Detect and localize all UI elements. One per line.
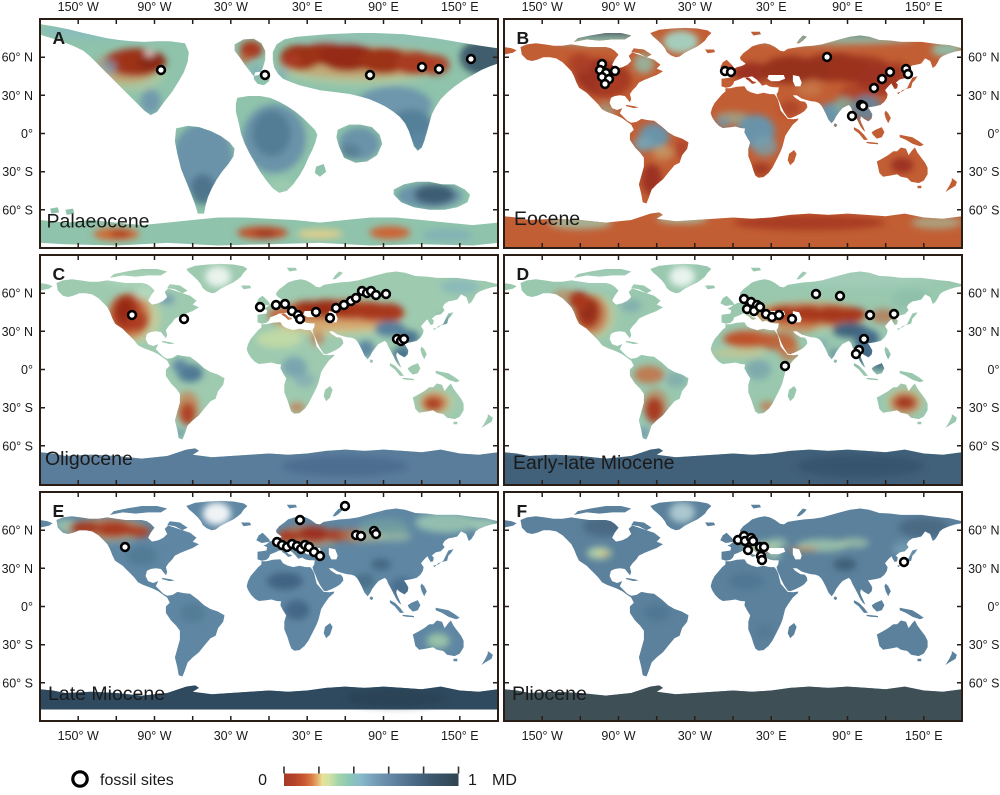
svg-text:30° W: 30° W [678,729,712,743]
svg-text:60° N: 60° N [968,51,999,65]
svg-text:30° S: 30° S [969,638,1000,652]
svg-text:Pliocene: Pliocene [512,683,587,705]
svg-text:90° E: 90° E [832,729,863,743]
svg-text:0°: 0° [21,363,33,377]
svg-text:B: B [517,28,530,48]
svg-text:fossil sites: fossil sites [100,772,174,789]
svg-text:60° N: 60° N [2,524,33,538]
svg-text:60° S: 60° S [2,439,33,453]
svg-text:0°: 0° [988,600,1000,614]
svg-text:30° N: 30° N [968,562,999,576]
svg-text:150° E: 150° E [441,729,479,743]
svg-text:0°: 0° [988,127,1000,141]
svg-text:30° N: 30° N [2,562,33,576]
svg-text:C: C [53,264,66,284]
svg-text:30° N: 30° N [968,89,999,103]
svg-text:0°: 0° [21,600,33,614]
svg-text:30° N: 30° N [2,325,33,339]
svg-text:Palaeocene: Palaeocene [47,211,150,233]
svg-text:30° N: 30° N [2,89,33,103]
svg-text:E: E [53,501,65,521]
svg-text:30° E: 30° E [756,0,787,14]
svg-text:60° N: 60° N [968,287,999,301]
svg-text:90° E: 90° E [368,0,399,14]
svg-text:0: 0 [258,772,267,789]
svg-text:60° S: 60° S [969,676,1000,690]
svg-text:60° S: 60° S [969,439,1000,453]
svg-text:30° W: 30° W [214,729,248,743]
svg-text:30° W: 30° W [678,0,712,14]
svg-text:Late Miocene: Late Miocene [48,683,165,705]
svg-text:30° S: 30° S [2,638,33,652]
svg-text:30° S: 30° S [2,401,33,415]
svg-text:90° E: 90° E [368,729,399,743]
svg-text:MD: MD [492,772,517,789]
svg-text:A: A [53,28,66,48]
svg-text:60° S: 60° S [2,203,33,217]
svg-text:60° N: 60° N [2,51,33,65]
svg-text:150° W: 150° W [58,729,99,743]
svg-text:30° E: 30° E [292,0,323,14]
svg-text:90° W: 90° W [601,0,635,14]
svg-text:90° W: 90° W [137,729,171,743]
svg-text:0°: 0° [21,127,33,141]
svg-text:Early-late Miocene: Early-late Miocene [513,452,674,474]
svg-text:1: 1 [468,772,477,789]
svg-text:90° E: 90° E [832,0,863,14]
svg-text:30° N: 30° N [968,325,999,339]
svg-text:30° E: 30° E [292,729,323,743]
svg-text:F: F [517,501,528,521]
svg-text:150° E: 150° E [905,0,943,14]
svg-text:Eocene: Eocene [514,208,580,230]
svg-text:30° S: 30° S [2,165,33,179]
svg-text:30° S: 30° S [969,401,1000,415]
svg-text:Oligocene: Oligocene [45,448,133,470]
svg-text:60° N: 60° N [2,287,33,301]
svg-text:150° E: 150° E [441,0,479,14]
svg-text:30° E: 30° E [756,729,787,743]
svg-text:30° W: 30° W [214,0,248,14]
svg-text:150° W: 150° W [522,0,563,14]
svg-text:90° W: 90° W [137,0,171,14]
svg-text:150° W: 150° W [58,0,99,14]
svg-text:0°: 0° [988,363,1000,377]
svg-text:60° S: 60° S [2,676,33,690]
svg-text:30° S: 30° S [969,165,1000,179]
svg-text:60° S: 60° S [969,203,1000,217]
svg-text:60° N: 60° N [968,524,999,538]
svg-text:150° W: 150° W [522,729,563,743]
svg-text:D: D [517,264,530,284]
svg-text:90° W: 90° W [601,729,635,743]
svg-text:150° E: 150° E [905,729,943,743]
